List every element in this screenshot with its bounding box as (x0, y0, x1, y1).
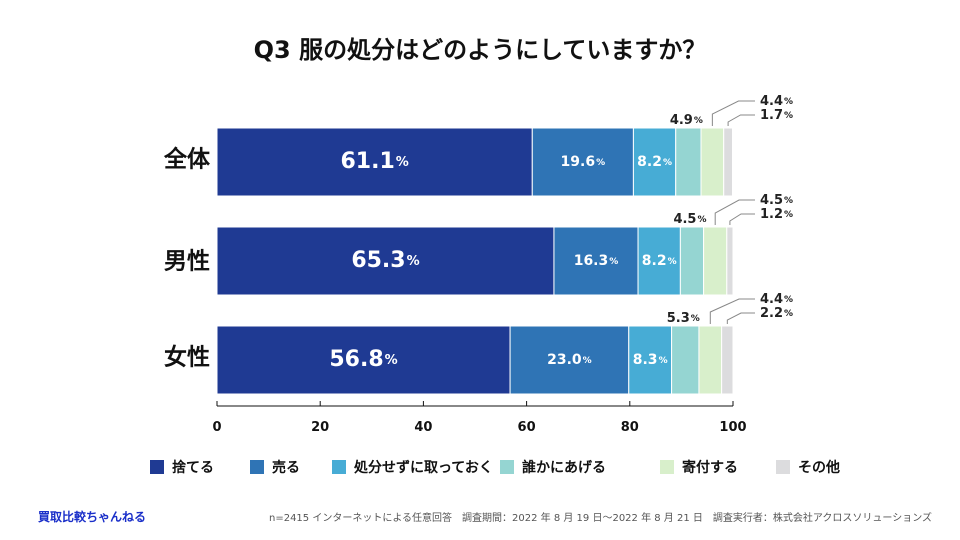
bar-segment (679, 226, 705, 296)
legend-swatch (250, 460, 264, 474)
legend: 捨てる 売る 処分せずに取っておく 誰かにあげる 寄付する その他 (150, 459, 840, 476)
bar-segment (726, 226, 734, 296)
callout-line (726, 312, 755, 324)
legend-label: その他 (798, 459, 840, 476)
value-label: 8.2% (642, 253, 677, 269)
value-label: 8.2% (637, 154, 672, 170)
bar-segment (216, 127, 533, 197)
value-label: 65.3% (351, 248, 419, 273)
bar-segment (509, 325, 630, 395)
bar-segment (723, 127, 733, 197)
value-label: 61.1% (340, 149, 408, 174)
value-label: 4.5% (760, 193, 793, 208)
callout-line (727, 114, 755, 126)
x-tick-label: 100 (719, 420, 746, 435)
category-label: 全体 (163, 146, 211, 173)
value-label: 4.9% (670, 113, 703, 128)
value-label: 1.2% (760, 207, 793, 222)
bar-segment (553, 226, 639, 296)
bar-segment (671, 325, 700, 395)
value-label: 4.4% (760, 94, 793, 109)
x-axis: 0 20 40 60 80 100 (212, 401, 747, 435)
brand-label: 買取比較ちゃんねる (38, 509, 146, 524)
bar-segment (700, 127, 725, 197)
value-label: 23.0% (547, 352, 592, 368)
legend-label: 誰かにあげる (522, 459, 606, 476)
value-label: 16.3% (574, 253, 619, 269)
bar-segment (531, 127, 634, 197)
bar-segment (675, 127, 702, 197)
legend-swatch (660, 460, 674, 474)
survey-note: n=2415 インターネットによる任意回答 調査期間：2022 年 8 月 19… (269, 511, 932, 524)
legend-swatch (150, 460, 164, 474)
bar-segment (698, 325, 723, 395)
x-tick-label: 40 (414, 420, 432, 435)
legend-label: 捨てる (172, 459, 214, 476)
value-label: 8.3% (633, 352, 668, 368)
bar-segment (628, 325, 673, 395)
x-tick-label: 20 (311, 420, 329, 435)
callout-line (729, 213, 755, 225)
category-label: 女性 (164, 344, 210, 371)
legend-swatch (776, 460, 790, 474)
legend-swatch (500, 460, 514, 474)
x-tick-label: 0 (212, 420, 221, 435)
legend-label: 寄付する (682, 459, 738, 476)
category-label: 男性 (164, 249, 210, 275)
value-label: 56.8% (329, 347, 397, 372)
value-label: 4.5% (673, 212, 706, 227)
callout-line (714, 199, 755, 225)
value-label: 19.6% (561, 154, 606, 170)
bars-layer: 全体 61.1% 19.6% 8.2%4.9%4.4%1.7%男性 65.3% 16.3%… (163, 94, 793, 395)
value-label: 1.7% (760, 108, 793, 123)
legend-swatch (332, 460, 346, 474)
bar-segment (632, 127, 677, 197)
x-tick-label: 80 (621, 420, 639, 435)
callout-line (709, 298, 755, 324)
value-label: 5.3% (667, 311, 700, 326)
chart-title: Q3 服の処分はどのようにしていますか？ (254, 36, 707, 64)
legend-label: 売る (272, 459, 300, 476)
x-tick-label: 60 (518, 420, 536, 435)
bar-segment (216, 226, 555, 296)
bar-segment (703, 226, 728, 296)
callout-line (711, 100, 755, 126)
value-label: 2.2% (760, 306, 793, 321)
legend-label: 処分せずに取っておく (353, 459, 493, 476)
bar-segment (721, 325, 734, 395)
value-label: 4.4% (760, 292, 793, 307)
bar-segment (637, 226, 681, 296)
